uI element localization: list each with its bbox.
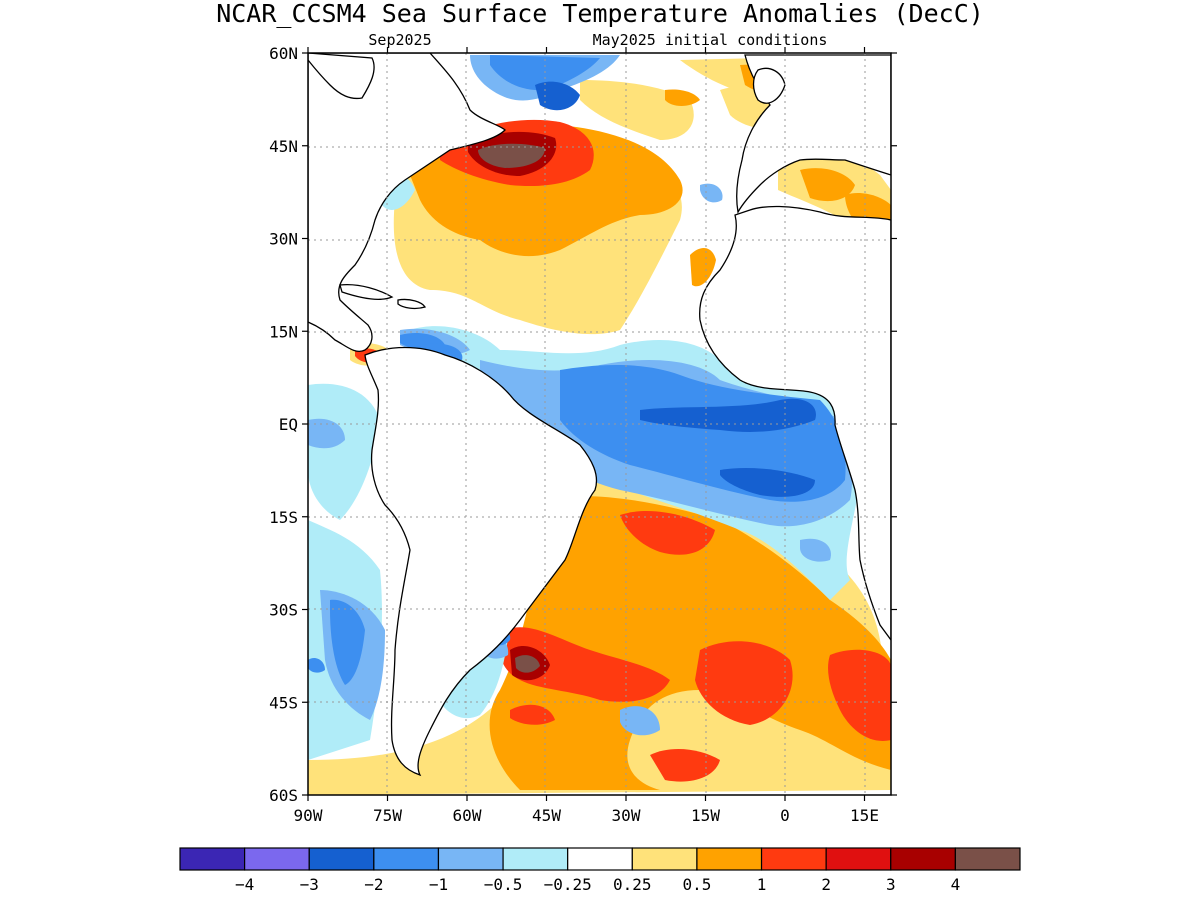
colorbar-swatch: [244, 847, 310, 871]
british-isles: [752, 67, 786, 104]
lon-tick-label: 0: [780, 806, 790, 825]
colorbar-label: 0.5: [682, 875, 711, 894]
lat-tick-label: 45N: [269, 137, 298, 156]
lon-tick-label: 15E: [850, 806, 879, 825]
init-conditions-label: May2025 initial conditions: [593, 31, 828, 49]
latitude-axis: 60N 45N 30N 15N EQ 15S 30S 45S 60S: [269, 44, 897, 805]
longitude-axis: 90W 75W 60W 45W 30W 15W 0 15E: [294, 47, 879, 825]
lat-tick-label: EQ: [279, 415, 298, 434]
colorbar-label: 1: [757, 875, 767, 894]
colorbar-label: −1: [429, 875, 448, 894]
lon-tick-label: 60W: [453, 806, 482, 825]
colorbar-label: 3: [886, 875, 896, 894]
anomaly-shading-extreme: [478, 143, 545, 673]
lat-tick-label: 15N: [269, 322, 298, 341]
land-masses: [308, 53, 891, 777]
colorbar-label: −3: [300, 875, 319, 894]
lon-tick-label: 15W: [691, 806, 720, 825]
colorbar-label: −4: [235, 875, 254, 894]
colorbar-swatch: [373, 847, 440, 871]
lat-tick-label: 60S: [269, 786, 298, 805]
hispaniola: [397, 298, 426, 310]
anomaly-shading-cool-blue: [308, 55, 846, 685]
colorbar-swatch: [760, 847, 827, 871]
colorbar-swatch: [825, 847, 892, 871]
lat-tick-label: 45S: [269, 693, 298, 712]
north-america: [308, 53, 506, 352]
cuba: [339, 284, 394, 300]
lat-tick-label: 15S: [269, 508, 298, 527]
colorbar-swatch: [437, 847, 504, 871]
colorbar-swatch: [954, 847, 1021, 871]
valid-month-label: Sep2025: [368, 31, 431, 49]
lon-tick-label: 75W: [373, 806, 402, 825]
lat-tick-label: 30N: [269, 230, 298, 249]
map-panel: [308, 53, 891, 795]
colorbar-label: −0.25: [544, 875, 592, 894]
lat-tick-label: 60N: [269, 44, 298, 63]
colorbar-label: 2: [821, 875, 831, 894]
colorbar-swatch: [890, 847, 956, 871]
south-america: [364, 346, 598, 777]
colorbar-swatch: [308, 847, 375, 871]
colorbar-swatch: [567, 847, 633, 871]
colorbar: −4 −3 −2 −1 −0.5 −0.25 0.25 0.5 1 2 3 4: [179, 847, 1021, 894]
lat-tick-label: 30S: [269, 601, 298, 620]
colorbar-swatch: [696, 847, 763, 871]
lon-tick-label: 45W: [532, 806, 561, 825]
greenland-canada-islands: [308, 53, 375, 100]
colorbar-swatch: [631, 847, 698, 871]
colorbar-swatch: [502, 847, 569, 871]
map-gridlines: [308, 53, 891, 795]
colorbar-label: 4: [951, 875, 961, 894]
figure-title: NCAR_CCSM4 Sea Surface Temperature Anoma…: [216, 0, 984, 28]
lon-tick-label: 30W: [612, 806, 641, 825]
colorbar-label: −2: [364, 875, 383, 894]
africa: [699, 205, 891, 642]
colorbar-label: 0.25: [613, 875, 652, 894]
colorbar-label: −0.5: [484, 875, 523, 894]
colorbar-swatch: [179, 847, 246, 871]
lon-tick-label: 90W: [294, 806, 323, 825]
